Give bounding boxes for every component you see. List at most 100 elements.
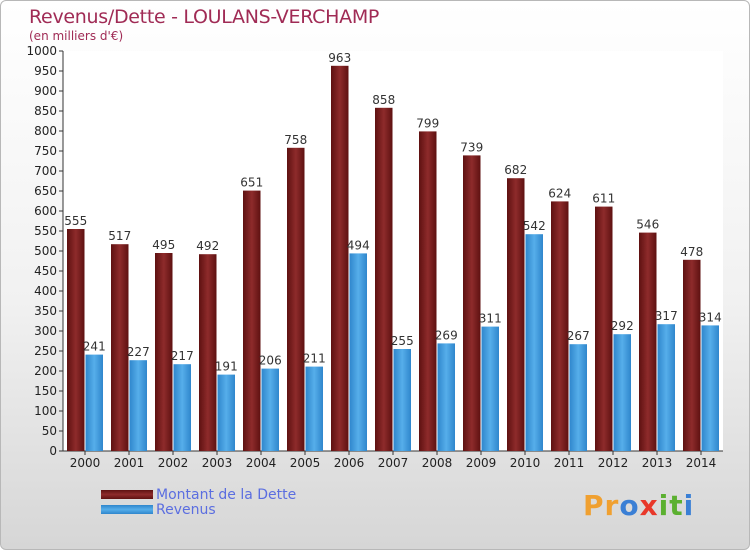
data-label-revenue: 206 (259, 354, 282, 368)
data-label-revenue: 267 (567, 329, 590, 343)
x-tick-label: 2005 (290, 456, 321, 470)
logo-letter: r (604, 489, 620, 522)
data-label-revenue: 494 (347, 238, 370, 252)
y-axis: 0 50 100 150 200 250 300 350 400 450 500 550 600 650 7… (26, 44, 64, 458)
bar-debt (419, 131, 437, 451)
bar-revenue (437, 343, 455, 451)
x-tick-label: 2007 (378, 456, 409, 470)
data-label-revenue: 542 (523, 219, 546, 233)
data-label-debt: 495 (152, 238, 175, 252)
legend-swatch-debt (101, 490, 153, 499)
bar-debt (507, 178, 525, 451)
data-label-revenue: 241 (83, 340, 106, 354)
y-tick-label: 550 (34, 224, 57, 238)
data-label-revenue: 311 (479, 312, 502, 326)
data-label-revenue: 317 (655, 309, 678, 323)
y-tick-label: 500 (34, 244, 57, 258)
x-tick-label: 2006 (334, 456, 365, 470)
bar-revenue (481, 326, 499, 451)
y-tick-label: 300 (34, 324, 57, 338)
plot-area (63, 51, 723, 451)
x-tick-label: 2004 (246, 456, 277, 470)
bar-debt (243, 190, 261, 451)
bar-debt (199, 254, 217, 451)
y-tick-label: 1000 (26, 44, 57, 58)
bar-revenue (349, 253, 367, 451)
y-tick-label: 350 (34, 304, 57, 318)
y-tick-label: 950 (34, 64, 57, 78)
bar-debt (67, 229, 85, 451)
data-label-debt: 682 (504, 163, 527, 177)
bar-revenue (85, 354, 103, 451)
x-tick-label: 2000 (70, 456, 101, 470)
legend: Montant de la Dette Revenus (101, 486, 297, 518)
logo-letter: t (669, 489, 684, 522)
data-label-debt: 492 (196, 239, 219, 253)
data-label-revenue: 292 (611, 319, 634, 333)
y-tick-label: 400 (34, 284, 57, 298)
y-tick-label: 600 (34, 204, 57, 218)
x-tick-label: 2013 (642, 456, 673, 470)
data-label-revenue: 191 (215, 360, 238, 374)
data-label-debt: 611 (592, 192, 615, 206)
bar-debt (595, 206, 613, 451)
x-axis: 2000 2001 2002 2003 2004 2005 2006 2007 2008 2009… (63, 450, 723, 470)
legend-item-debt: Montant de la Dette (101, 486, 297, 503)
bar-debt (155, 253, 173, 451)
logo-letter: i (683, 489, 695, 522)
y-tick-label: 50 (42, 424, 57, 438)
data-label-revenue: 217 (171, 349, 194, 363)
x-tick-label: 2011 (554, 456, 585, 470)
y-tick-label: 450 (34, 264, 57, 278)
bar-debt (683, 259, 701, 451)
x-tick-label: 2014 (686, 456, 717, 470)
legend-item-revenue: Revenus (101, 501, 296, 518)
legend-swatch-revenue (101, 505, 153, 514)
y-tick-label: 800 (34, 124, 57, 138)
y-tick-label: 200 (34, 364, 57, 378)
data-label-debt: 478 (680, 245, 703, 259)
logo-letter: o (619, 489, 640, 522)
bar-revenue (701, 325, 719, 451)
bar-revenue (173, 364, 191, 451)
data-label-debt: 546 (636, 218, 659, 232)
data-label-revenue: 227 (127, 345, 150, 359)
x-tick-label: 2001 (114, 456, 145, 470)
data-label-debt: 739 (460, 140, 483, 154)
data-label-debt: 555 (64, 214, 87, 228)
bar-revenue (305, 366, 323, 451)
bars-group (67, 65, 719, 452)
y-tick-label: 250 (34, 344, 57, 358)
data-label-revenue: 255 (391, 334, 414, 348)
plot-background (63, 51, 723, 451)
x-tick-label: 2012 (598, 456, 629, 470)
bar-revenue (261, 368, 279, 451)
bar-debt (639, 232, 657, 451)
data-label-debt: 651 (240, 176, 263, 190)
data-label-revenue: 211 (303, 352, 326, 366)
bar-revenue (393, 349, 411, 451)
bar-revenue (657, 324, 675, 451)
proxiti-logo: Proxiti (583, 489, 694, 522)
y-tick-label: 150 (34, 384, 57, 398)
logo-letter: i (658, 489, 670, 522)
data-label-debt: 799 (416, 116, 439, 130)
x-tick-label: 2002 (158, 456, 189, 470)
x-tick-label: 2009 (466, 456, 497, 470)
logo-letter: P (583, 489, 605, 522)
y-tick-label: 900 (34, 84, 57, 98)
bar-revenue (569, 344, 587, 451)
x-tick-label: 2008 (422, 456, 453, 470)
bar-debt (111, 244, 129, 451)
data-label-debt: 858 (372, 93, 395, 107)
legend-label-revenue: Revenus (156, 501, 216, 518)
chart-title: Revenus/Dette - LOULANS-VERCHAMP (29, 6, 380, 28)
data-labels-group: 555 241 517 227 495 217 492 191 651 206 758 211 963 4… (64, 51, 721, 374)
y-tick-label: 700 (34, 164, 57, 178)
bar-revenue (613, 334, 631, 451)
y-tick-label: 100 (34, 404, 57, 418)
legend-label-debt: Montant de la Dette (156, 486, 297, 503)
y-tick-label: 650 (34, 184, 57, 198)
data-label-debt: 758 (284, 133, 307, 147)
